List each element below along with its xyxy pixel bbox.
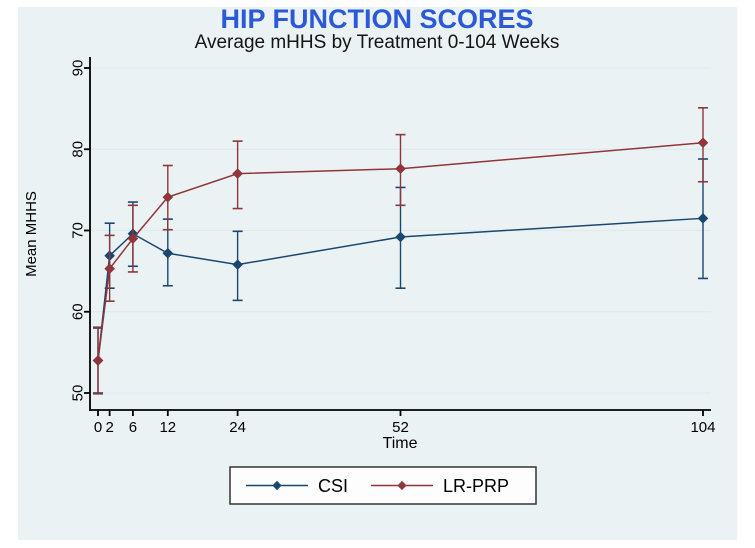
chart-panel-background xyxy=(18,7,737,540)
x-tick-label: 104 xyxy=(690,419,715,436)
legend-label: CSI xyxy=(318,476,348,496)
data-point-marker xyxy=(162,191,174,203)
data-point-marker xyxy=(697,137,709,149)
y-tick-label: 90 xyxy=(69,60,86,77)
y-tick-label: 50 xyxy=(69,385,86,402)
data-point-marker xyxy=(104,263,115,274)
y-tick-label: 60 xyxy=(69,303,86,320)
legend-item-csi: CSI xyxy=(246,476,348,496)
legend-marker xyxy=(272,480,282,491)
data-point-marker xyxy=(162,247,174,259)
data-point-marker xyxy=(232,168,243,179)
legend-marker xyxy=(397,480,407,491)
plot-area: 50 60 70 80 90 0 2 6 12 24 52 104 xyxy=(69,57,716,436)
legend-item-lr-prp: LR-PRP xyxy=(371,476,509,496)
y-tick-label: 70 xyxy=(69,222,86,239)
data-point-marker xyxy=(395,163,406,175)
legend: CSI LR-PRP xyxy=(229,466,537,505)
data-point-marker xyxy=(127,233,139,244)
series-lr-prp xyxy=(92,107,709,395)
legend-label: LR-PRP xyxy=(443,476,509,496)
chart-title: HIP FUNCTION SCORES xyxy=(220,4,533,34)
chart-subtitle: Average mHHS by Treatment 0-104 Weeks xyxy=(195,32,560,53)
data-point-marker xyxy=(92,355,104,366)
x-tick-label: 52 xyxy=(392,419,409,436)
x-tick-label: 12 xyxy=(159,419,176,436)
data-point-marker xyxy=(395,231,406,243)
y-tick-label: 80 xyxy=(69,141,86,158)
x-tick-label: 6 xyxy=(129,419,137,436)
x-tick-label: 24 xyxy=(229,419,246,436)
x-tick-label: 0 xyxy=(94,419,102,436)
data-point-marker xyxy=(697,213,709,224)
data-point-marker xyxy=(232,259,243,270)
x-axis-label: Time xyxy=(383,435,418,452)
x-tick-label: 2 xyxy=(105,419,113,436)
y-axis-label: Mean MHHS xyxy=(23,191,40,277)
